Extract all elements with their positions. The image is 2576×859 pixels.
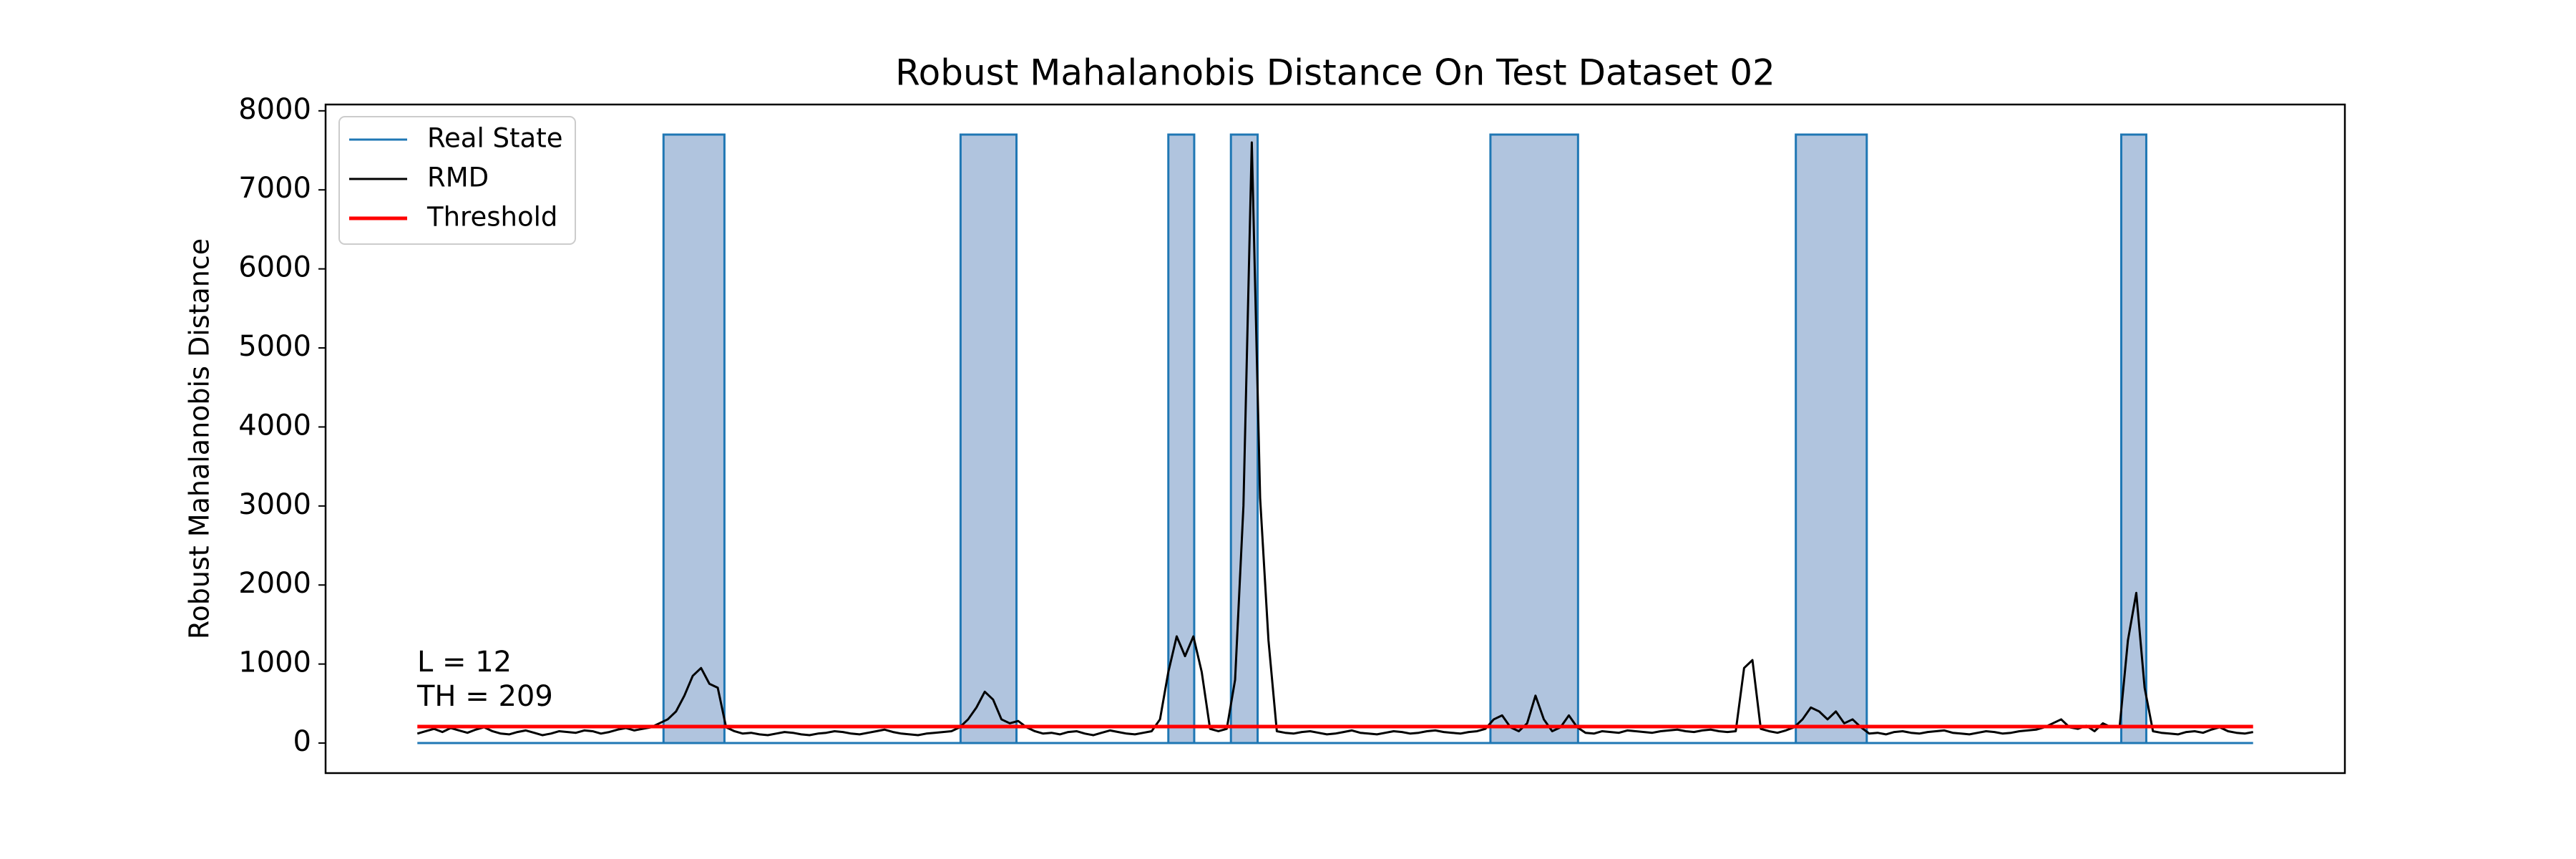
y-tick-label: 2000 <box>238 567 311 600</box>
y-tick-label: 8000 <box>238 93 311 126</box>
chart-title: Robust Mahalanobis Distance On Test Data… <box>895 52 1775 94</box>
y-axis-label: Robust Mahalanobis Distance <box>184 238 215 639</box>
plot-frame <box>324 103 2346 775</box>
annotation: TH = 209 <box>416 680 553 713</box>
y-tick-label: 3000 <box>238 488 311 521</box>
legend-label: Threshold <box>426 202 557 233</box>
series-line <box>416 141 2254 737</box>
annotation: L = 12 <box>417 646 512 679</box>
y-tick-label: 0 <box>293 725 311 758</box>
y-tick-label: 4000 <box>238 409 311 442</box>
y-tick-label: 5000 <box>238 330 311 363</box>
legend-label: Real State <box>427 123 562 154</box>
y-tick-label: 6000 <box>238 251 311 284</box>
state-area <box>417 133 2253 744</box>
legend-box <box>338 116 576 245</box>
legend-label: RMD <box>427 162 489 193</box>
y-tick-label: 7000 <box>238 172 311 205</box>
y-tick-label: 1000 <box>238 646 311 679</box>
